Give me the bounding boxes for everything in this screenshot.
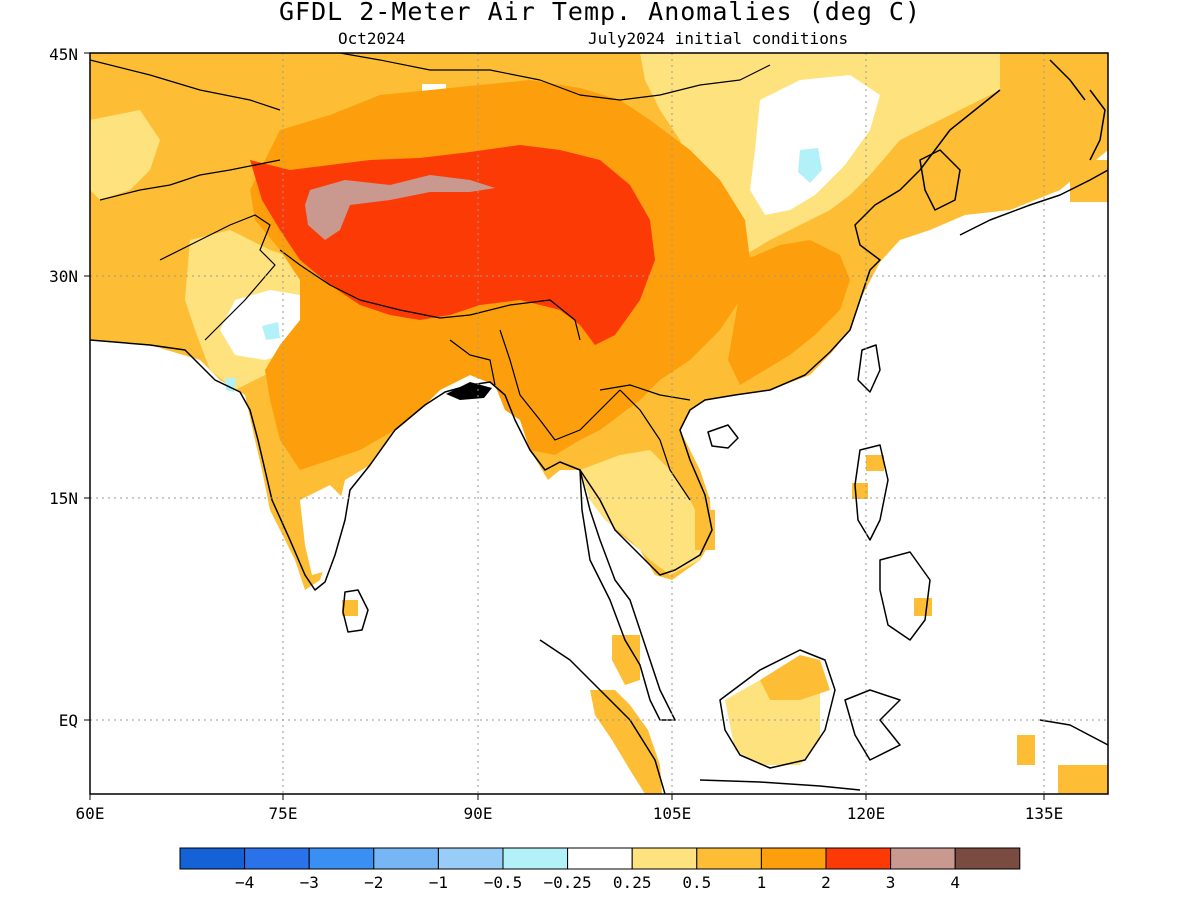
anomaly-cell-sulawesi bbox=[1017, 735, 1035, 765]
coastline-india bbox=[90, 89, 1001, 591]
colorbar-swatch bbox=[244, 847, 310, 870]
gridlines bbox=[90, 53, 1108, 794]
coastline-sulawesi bbox=[844, 689, 901, 761]
anomaly-region-pink-karakoram bbox=[305, 175, 495, 240]
coastline-mindanao bbox=[879, 551, 931, 641]
anomaly-cell-luzon-1 bbox=[866, 455, 884, 471]
forecast-month: Oct2024 bbox=[338, 29, 406, 48]
lon-label-75e: 75E bbox=[269, 804, 298, 823]
anomaly-region-light-yellow-indochina bbox=[580, 450, 705, 575]
border-bangladesh bbox=[449, 339, 496, 386]
border-mongolia bbox=[339, 53, 771, 101]
anomaly-region-malaya bbox=[612, 635, 640, 685]
map-title: GFDL 2-Meter Air Temp. Anomalies (deg C) bbox=[278, 0, 922, 26]
coastline-borneo bbox=[719, 649, 836, 769]
coastline-sakhalin-east bbox=[1049, 59, 1086, 101]
colorbar-swatch bbox=[437, 847, 504, 870]
anomaly-region-borneo-north bbox=[760, 655, 830, 700]
lat-label-15n: 15N bbox=[49, 489, 78, 508]
lat-label-eq: EQ bbox=[59, 711, 78, 730]
anomaly-region-orange-china-east bbox=[728, 240, 850, 385]
border-himalaya bbox=[279, 249, 581, 341]
lon-label-135e: 135E bbox=[1025, 804, 1064, 823]
coastline-java bbox=[699, 779, 861, 791]
coastline-luzon bbox=[854, 444, 889, 541]
coastline-sumatra bbox=[539, 639, 666, 794]
coastline-srilanka bbox=[342, 589, 369, 633]
anomaly-cell-srilanka bbox=[342, 600, 358, 616]
coastline-taiwan bbox=[857, 344, 881, 393]
coastline-hainan bbox=[707, 424, 739, 449]
coastline-newguinea bbox=[1039, 719, 1108, 746]
longitude-labels: 60E 75E 90E 105E 120E 135E bbox=[76, 804, 1064, 823]
anomaly-region-light-yellow-nw bbox=[90, 110, 160, 200]
colorbar-swatch bbox=[373, 847, 439, 870]
anomaly-region-light-blue-india bbox=[262, 322, 280, 340]
border-myanmar bbox=[499, 329, 621, 441]
coastline-japan-north bbox=[1089, 89, 1106, 161]
country-borders bbox=[90, 53, 771, 501]
border-pakistan bbox=[159, 214, 276, 341]
lon-label-60e: 60E bbox=[76, 804, 105, 823]
coastline-ganges-delta bbox=[446, 382, 492, 400]
colorbar-tick-label: 4 bbox=[950, 873, 960, 892]
anomaly-cell-mindanao bbox=[914, 598, 932, 616]
colorbar-swatch bbox=[567, 847, 633, 870]
colorbar-swatch bbox=[696, 847, 762, 870]
coastline-malay bbox=[579, 469, 676, 721]
colorbar-tick-label: −0.25 bbox=[544, 873, 592, 892]
colorbar-swatch bbox=[631, 847, 698, 870]
border-china-laos bbox=[599, 384, 691, 401]
colorbar-tick-label: −4 bbox=[235, 873, 254, 892]
lat-label-30n: 30N bbox=[49, 267, 78, 286]
lon-label-90e: 90E bbox=[464, 804, 493, 823]
colorbar-tick-label: −2 bbox=[364, 873, 383, 892]
coastlines bbox=[90, 59, 1108, 794]
colorbar-tick-label: 0.25 bbox=[613, 873, 652, 892]
anomaly-region-sumatra bbox=[590, 690, 662, 794]
coastline-korea bbox=[919, 149, 961, 211]
border-afghan bbox=[99, 159, 281, 201]
initial-conditions: July2024 initial conditions bbox=[588, 29, 849, 48]
colorbar-tick-label: −3 bbox=[300, 873, 319, 892]
latitude-labels: 45N 30N 15N EQ bbox=[49, 45, 78, 730]
coastline-japan bbox=[959, 169, 1108, 236]
lon-label-105e: 105E bbox=[653, 804, 692, 823]
anomaly-region-white-mongolia bbox=[750, 75, 880, 215]
border-kazakh bbox=[90, 59, 281, 111]
anomaly-cell-korea bbox=[930, 155, 970, 205]
colorbar-tick-label: 3 bbox=[886, 873, 896, 892]
colorbar-swatch bbox=[308, 847, 375, 870]
colorbar-tick-label: −1 bbox=[429, 873, 448, 892]
colorbar-swatch bbox=[954, 847, 1021, 870]
anomaly-cell-newguinea bbox=[1058, 765, 1108, 794]
colorbar-tick-label: 1 bbox=[757, 873, 767, 892]
colorbar-swatch bbox=[825, 847, 892, 870]
anomaly-fields bbox=[90, 53, 1108, 794]
border-indochina bbox=[619, 389, 691, 501]
colorbar-swatch bbox=[502, 847, 569, 870]
colorbar-swatch bbox=[760, 847, 827, 870]
tick-marks bbox=[84, 52, 1045, 800]
colorbar-tick-label: 0.5 bbox=[682, 873, 711, 892]
anomaly-region-light-blue-gobi bbox=[798, 148, 822, 183]
colorbar-tick-label: 2 bbox=[821, 873, 831, 892]
map-frame bbox=[89, 52, 1109, 795]
colorbar-swatch bbox=[890, 847, 956, 870]
lat-label-45n: 45N bbox=[49, 45, 78, 64]
colorbar: −4 −3 −2 −1 −0.5 −0.25 0.25 0.5 1 2 3 4 bbox=[179, 847, 1021, 892]
colorbar-swatch bbox=[179, 847, 246, 870]
lon-label-120e: 120E bbox=[847, 804, 886, 823]
anomaly-region-white-deccan bbox=[300, 485, 345, 575]
colorbar-tick-label: −0.5 bbox=[484, 873, 523, 892]
